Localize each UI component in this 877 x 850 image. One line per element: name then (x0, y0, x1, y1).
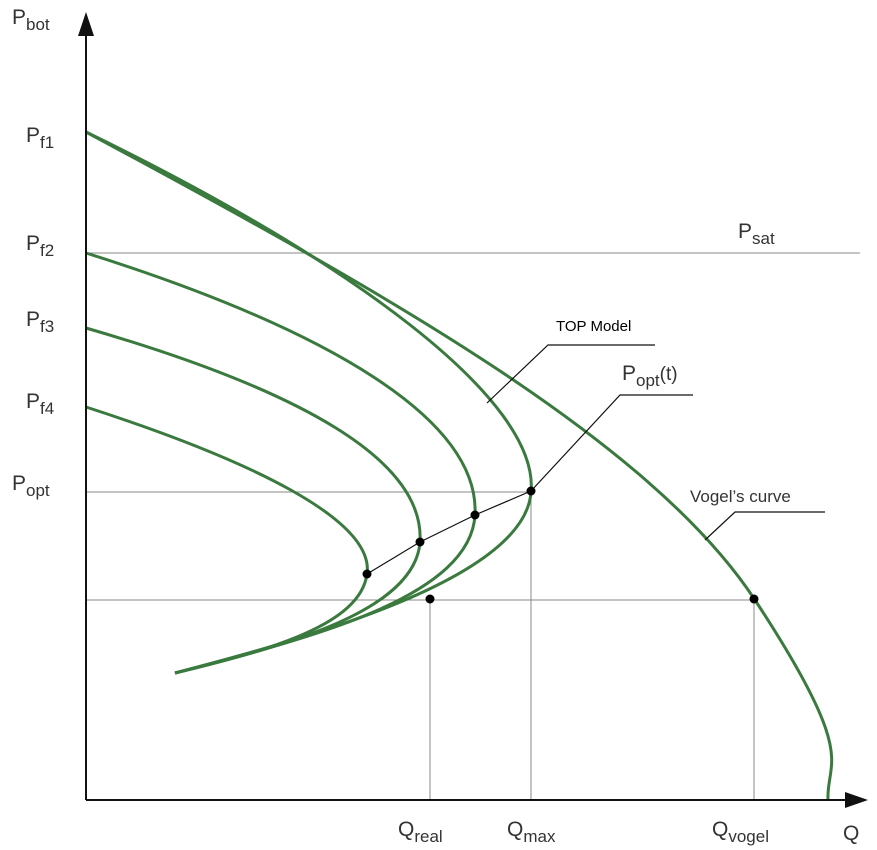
p-opt-leader (366, 394, 693, 575)
x-arrow (845, 792, 868, 808)
y-axis-label: Pbot (12, 6, 50, 34)
x-label: Qvogel (712, 818, 769, 846)
y-label: Popt (12, 472, 50, 500)
point (526, 486, 536, 496)
y-label: Pf2 (26, 232, 54, 260)
vogel-label: Vogel’s curve (690, 487, 791, 506)
top-model-leader (486, 344, 655, 404)
top-curve (85, 326, 422, 675)
x-axis-label: Q (843, 822, 859, 845)
p-opt-t-label: Popt(t) (622, 362, 678, 390)
point (362, 569, 372, 579)
y-label: Pf3 (26, 308, 54, 336)
point (425, 594, 435, 604)
vogel-leader (704, 511, 825, 541)
top-curve (85, 405, 369, 675)
point (470, 510, 480, 520)
top-model-label: TOP Model (556, 318, 631, 335)
point (749, 594, 759, 604)
top-curve (85, 251, 477, 675)
p-sat-label: Psat (738, 220, 775, 248)
top-curve (85, 130, 533, 675)
x-label: Qreal (398, 818, 443, 846)
points (362, 486, 759, 604)
point (415, 537, 425, 547)
y-label: Pf1 (26, 124, 54, 152)
x-label: Qmax (507, 818, 556, 846)
vogel-curve (85, 130, 834, 801)
y-arrow (78, 12, 94, 36)
y-label: Pf4 (26, 390, 54, 418)
